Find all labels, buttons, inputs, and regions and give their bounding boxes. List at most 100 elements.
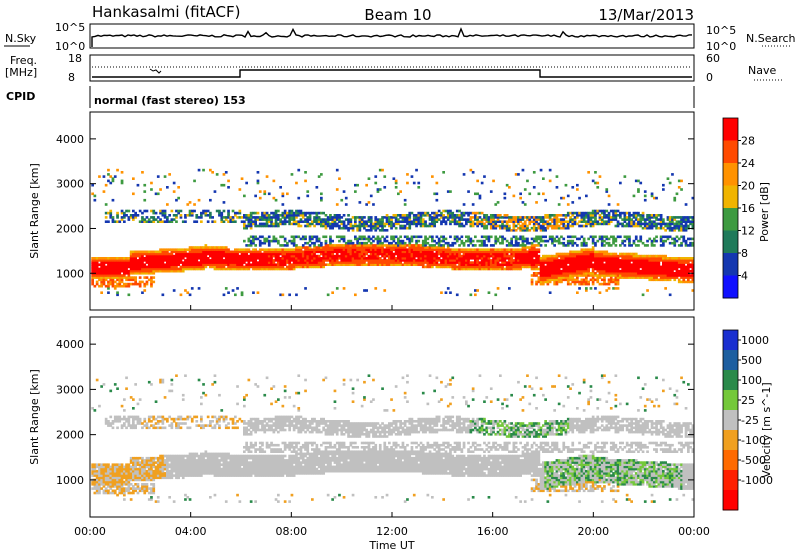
heatmap-cell [141,212,144,215]
heatmap-cell [490,259,493,262]
heatmap-cell [578,281,581,284]
heatmap-cell [605,220,608,223]
heatmap-cell [273,180,276,183]
heatmap-cell [515,236,518,239]
heatmap-cell [173,190,176,193]
heatmap-cell [399,240,402,243]
heatmap-cell [121,180,124,183]
heatmap-cell [553,255,556,258]
heatmap-cell [343,190,346,193]
heatmap-cell [268,193,271,196]
heatmap-cell [617,287,620,290]
heatmap-cell [474,236,477,239]
heatmap-cell [263,223,266,226]
heatmap-cell [105,216,108,219]
heatmap-cell [508,255,511,258]
heatmap-cell [488,236,491,239]
heatmap-cell [121,274,124,277]
heatmap-cell [549,236,552,239]
heatmap-cell [617,236,620,239]
heatmap-cell [261,223,264,226]
heatmap-cell [655,214,658,217]
heatmap-cell [429,244,432,247]
heatmap-cell [173,289,176,292]
heatmap-cell [497,248,500,251]
heatmap-cell [128,283,131,286]
heatmap-cell [685,281,688,284]
heatmap-cell [164,248,167,251]
heatmap-cell [304,171,307,174]
heatmap-cell [216,210,219,213]
heatmap-cell [225,268,228,271]
heatmap-cell [411,236,414,239]
heatmap-cell [578,220,581,223]
heatmap-cell [594,236,597,239]
heatmap-cell [565,244,568,247]
heatmap-cell [662,255,665,258]
heatmap-cell [474,193,477,196]
heatmap-cell [241,220,244,223]
heatmap-cell [383,244,386,247]
heatmap-cell [440,291,443,294]
heatmap-cell [277,214,280,217]
heatmap-cell [626,236,629,239]
heatmap-cell [603,236,606,239]
heatmap-cell [599,175,602,178]
heatmap-cell [184,259,187,262]
heatmap-cell [368,225,371,228]
heatmap-cell [504,193,507,196]
heatmap-cell [528,246,531,249]
heatmap-cell [118,257,121,260]
heatmap-cell [682,257,685,260]
heatmap-cell [415,169,418,172]
heatmap-cell [513,195,516,198]
heatmap-cell [442,244,445,247]
heatmap-cell [476,180,479,183]
heatmap-cell [372,244,375,247]
freq-tick-top: 18 [68,52,82,65]
heatmap-cell [560,242,563,245]
heatmap-cell [633,195,636,198]
heatmap-cell [436,242,439,245]
heatmap-cell [327,294,330,297]
heatmap-cell [558,203,561,206]
heatmap-cell [291,173,294,176]
heatmap-cell [605,236,608,239]
heatmap-cell [331,291,334,294]
heatmap-cell [481,212,484,215]
heatmap-cell [180,210,183,213]
heatmap-cell [390,236,393,239]
heatmap-cell [458,238,461,241]
heatmap-cell [558,218,561,221]
heatmap-cell [202,169,205,172]
heatmap-cell [186,291,189,294]
heatmap-cell [422,218,425,221]
heatmap-cell [112,216,115,219]
heatmap-cell [560,236,563,239]
heatmap-cell [685,216,688,219]
heatmap-cell [404,214,407,217]
heatmap-cell [399,190,402,193]
heatmap-cell [678,220,681,223]
heatmap-cell [578,238,581,241]
cpid-label: CPID [6,90,35,103]
heatmap-cell [277,248,280,251]
heatmap-cell [581,279,584,282]
heatmap-cell [243,214,246,217]
heatmap-cell [184,289,187,292]
heatmap-cell [689,220,692,223]
heatmap-cell [603,220,606,223]
heatmap-cell [540,216,543,219]
heatmap-cell [141,251,144,254]
heatmap-cell [155,212,158,215]
heatmap-cell [383,223,386,226]
heatmap-cell [639,182,642,185]
heatmap-cell [483,214,486,217]
heatmap-cell [229,251,232,254]
heatmap-cell [522,201,525,204]
heatmap-cell [603,263,606,266]
heatmap-cell [585,287,588,290]
heatmap-cell [336,169,339,172]
heatmap-cell [406,227,409,230]
heatmap-cell [295,182,298,185]
